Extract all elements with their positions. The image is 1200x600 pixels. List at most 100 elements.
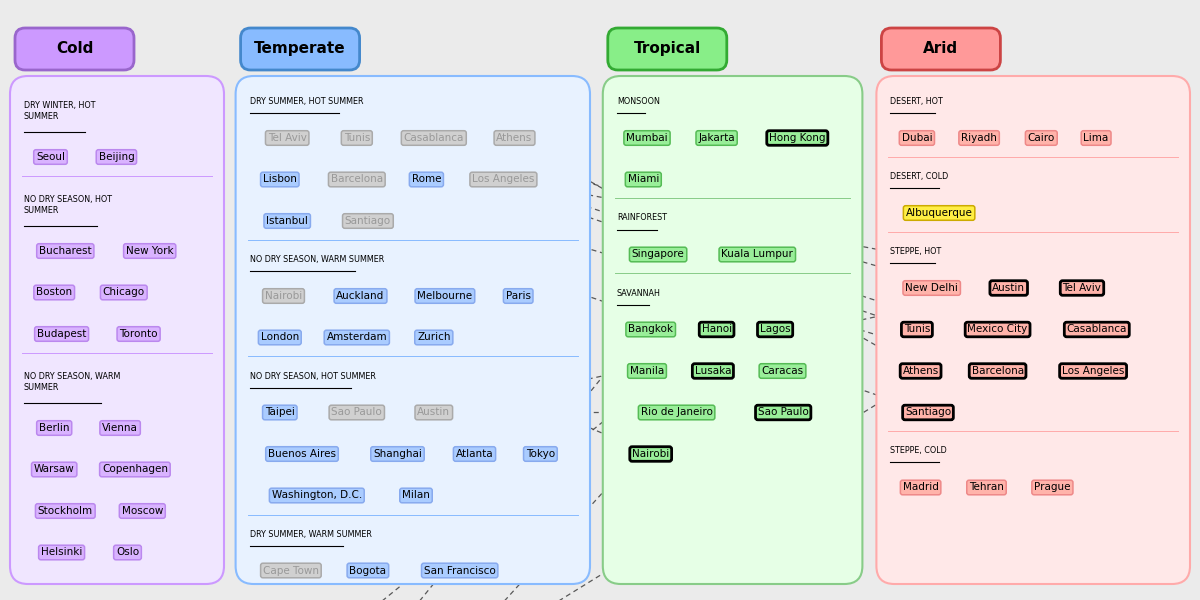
Text: Manila: Manila [630, 366, 664, 376]
Text: Jakarta: Jakarta [698, 133, 734, 143]
Text: Lusaka: Lusaka [695, 366, 731, 376]
Text: Stockholm: Stockholm [37, 506, 92, 516]
Text: Santiago: Santiago [344, 216, 391, 226]
Text: Tunis: Tunis [904, 325, 930, 334]
Text: Buenos Aires: Buenos Aires [268, 449, 336, 459]
Text: Boston: Boston [36, 287, 72, 298]
Text: NO DRY SEASON, HOT
SUMMER: NO DRY SEASON, HOT SUMMER [24, 195, 112, 215]
Text: Melbourne: Melbourne [418, 291, 473, 301]
Text: Auckland: Auckland [336, 291, 385, 301]
Text: Lagos: Lagos [760, 325, 791, 334]
Text: Tokyo: Tokyo [526, 449, 554, 459]
Text: Lisbon: Lisbon [263, 175, 296, 184]
Text: RAINFOREST: RAINFOREST [617, 214, 667, 223]
Text: London: London [260, 332, 299, 343]
Text: Cold: Cold [56, 41, 94, 56]
Text: Miami: Miami [628, 175, 659, 184]
Text: STEPPE, HOT: STEPPE, HOT [890, 247, 942, 256]
Text: Riyadh: Riyadh [961, 133, 997, 143]
Text: Barcelona: Barcelona [972, 366, 1024, 376]
Text: Milan: Milan [402, 490, 430, 500]
Text: Shanghai: Shanghai [373, 449, 422, 459]
Text: NO DRY SEASON, HOT SUMMER: NO DRY SEASON, HOT SUMMER [250, 371, 376, 380]
Text: Nairobi: Nairobi [632, 449, 670, 459]
Text: Santiago: Santiago [905, 407, 952, 418]
Text: Budapest: Budapest [37, 329, 86, 339]
Text: New Delhi: New Delhi [905, 283, 958, 293]
Text: Tel Aviv: Tel Aviv [268, 133, 307, 143]
FancyBboxPatch shape [10, 76, 224, 584]
Text: Albuquerque: Albuquerque [906, 208, 972, 218]
Text: Cape Town: Cape Town [263, 565, 319, 575]
Text: Lima: Lima [1084, 133, 1109, 143]
Text: Sao Paulo: Sao Paulo [758, 407, 809, 418]
Text: Sao Paulo: Sao Paulo [331, 407, 382, 418]
Text: Atlanta: Atlanta [456, 449, 493, 459]
Text: Amsterdam: Amsterdam [326, 332, 388, 343]
Text: SAVANNAH: SAVANNAH [617, 289, 661, 298]
FancyBboxPatch shape [602, 76, 863, 584]
Text: New York: New York [126, 246, 174, 256]
Text: Caracas: Caracas [762, 366, 804, 376]
Text: DESERT, HOT: DESERT, HOT [890, 97, 943, 106]
Text: Vienna: Vienna [102, 423, 138, 433]
Text: Casablanca: Casablanca [403, 133, 464, 143]
Text: Tunis: Tunis [343, 133, 370, 143]
Text: Copenhagen: Copenhagen [102, 464, 168, 475]
FancyBboxPatch shape [14, 28, 134, 70]
Text: DRY WINTER, HOT
SUMMER: DRY WINTER, HOT SUMMER [24, 101, 96, 121]
Text: Arid: Arid [923, 41, 959, 56]
Text: NO DRY SEASON, WARM
SUMMER: NO DRY SEASON, WARM SUMMER [24, 372, 120, 392]
Text: DRY SUMMER, WARM SUMMER: DRY SUMMER, WARM SUMMER [250, 529, 372, 539]
FancyBboxPatch shape [876, 76, 1190, 584]
FancyBboxPatch shape [241, 28, 360, 70]
Text: Rio de Janeiro: Rio de Janeiro [641, 407, 713, 418]
Text: Athens: Athens [497, 133, 533, 143]
Text: Kuala Lumpur: Kuala Lumpur [721, 250, 793, 259]
FancyBboxPatch shape [608, 28, 727, 70]
Text: Mumbai: Mumbai [626, 133, 668, 143]
Text: DESERT, COLD: DESERT, COLD [890, 172, 949, 181]
Text: Austin: Austin [418, 407, 450, 418]
Text: Bucharest: Bucharest [38, 246, 91, 256]
Text: Moscow: Moscow [121, 506, 163, 516]
Text: NO DRY SEASON, WARM SUMMER: NO DRY SEASON, WARM SUMMER [250, 255, 384, 264]
Text: Madrid: Madrid [902, 482, 938, 493]
Text: Oslo: Oslo [116, 547, 139, 557]
Text: Los Angeles: Los Angeles [1062, 366, 1124, 376]
Text: Singapore: Singapore [631, 250, 684, 259]
Text: San Francisco: San Francisco [424, 565, 496, 575]
Text: Washington, D.C.: Washington, D.C. [271, 490, 362, 500]
Text: Prague: Prague [1034, 482, 1070, 493]
Text: Nairobi: Nairobi [265, 291, 302, 301]
Text: Zurich: Zurich [418, 332, 450, 343]
Text: Casablanca: Casablanca [1067, 325, 1127, 334]
Text: Warsaw: Warsaw [34, 464, 74, 475]
Text: Tel Aviv: Tel Aviv [1062, 283, 1102, 293]
Text: Bogota: Bogota [349, 565, 386, 575]
Text: Istanbul: Istanbul [266, 216, 308, 226]
Text: Seoul: Seoul [36, 152, 65, 162]
Text: Bangkok: Bangkok [629, 325, 673, 334]
Text: MONSOON: MONSOON [617, 97, 660, 106]
Text: Los Angeles: Los Angeles [473, 175, 534, 184]
Text: Chicago: Chicago [103, 287, 145, 298]
Text: Hong Kong: Hong Kong [769, 133, 826, 143]
Text: Berlin: Berlin [38, 423, 70, 433]
Text: Temperate: Temperate [254, 41, 346, 56]
Text: Taipei: Taipei [265, 407, 295, 418]
Text: Tehran: Tehran [970, 482, 1004, 493]
Text: Cairo: Cairo [1027, 133, 1055, 143]
Text: Austin: Austin [992, 283, 1025, 293]
Text: Mexico City: Mexico City [967, 325, 1027, 334]
Text: Athens: Athens [902, 366, 938, 376]
Text: Toronto: Toronto [119, 329, 158, 339]
Text: Tropical: Tropical [634, 41, 701, 56]
FancyBboxPatch shape [235, 76, 590, 584]
Text: Rome: Rome [412, 175, 442, 184]
Text: Paris: Paris [505, 291, 530, 301]
Text: Dubai: Dubai [901, 133, 932, 143]
Text: Helsinki: Helsinki [41, 547, 83, 557]
FancyBboxPatch shape [881, 28, 1001, 70]
Text: Beijing: Beijing [98, 152, 134, 162]
